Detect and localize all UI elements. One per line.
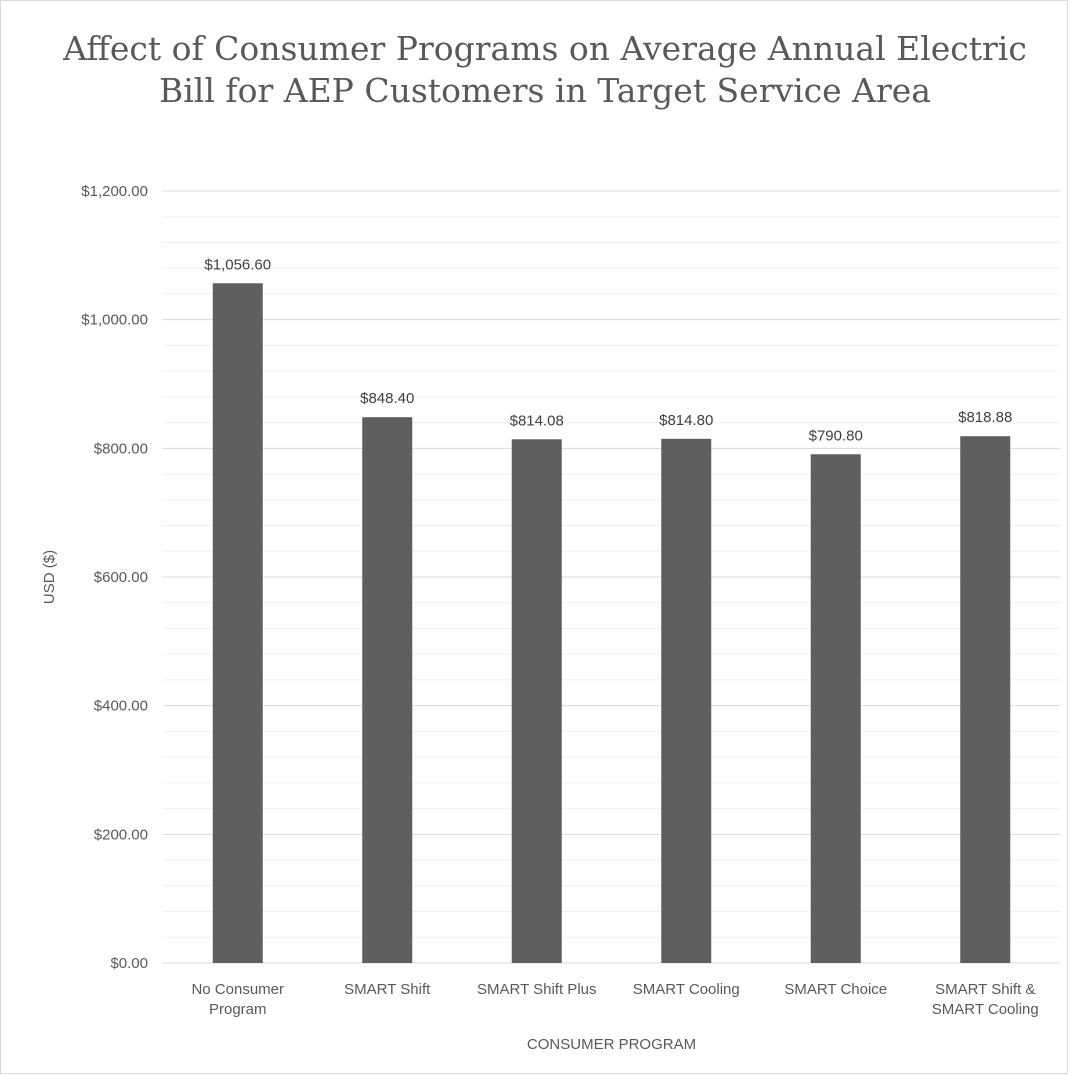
category-label: SMART Shift Plus	[477, 981, 597, 998]
data-label: $848.40	[360, 390, 414, 407]
y-tick-label: $600.00	[94, 569, 148, 586]
chart-title: Affect of Consumer Programs on Average A…	[63, 29, 1027, 110]
bar	[810, 454, 861, 963]
bar	[362, 417, 413, 963]
category-label: No Consumer Program	[191, 981, 284, 1018]
data-label: $814.08	[510, 412, 564, 429]
category-labels: No Consumer Program SMART Shift SMART Shift…	[191, 981, 1038, 1018]
category-label: SMART Shift	[344, 981, 431, 998]
y-tick-label: $1,200.00	[81, 183, 148, 200]
category-label: SMART Shift & SMART Cooling	[932, 981, 1039, 1018]
bar	[661, 438, 712, 963]
bars	[212, 283, 1011, 963]
bar	[511, 439, 562, 963]
y-axis-label: USD ($)	[41, 550, 58, 604]
category-label: SMART Cooling	[633, 981, 740, 998]
y-tick-label: $800.00	[94, 440, 148, 457]
y-tick-labels: $0.00 $200.00 $400.00 $600.00 $800.00 $1,000.…	[81, 183, 148, 972]
y-tick-label: $200.00	[94, 826, 148, 843]
bar	[960, 436, 1011, 963]
data-label: $818.88	[958, 409, 1012, 426]
category-label: SMART Choice	[784, 981, 887, 998]
gridlines	[163, 190, 1060, 964]
x-axis-label: CONSUMER PROGRAM	[527, 1036, 696, 1053]
data-labels: $1,056.60 $848.40 $814.08 $814.80 $790.80 $81…	[204, 256, 1012, 444]
bar	[212, 283, 263, 963]
y-tick-label: $0.00	[110, 955, 148, 972]
data-label: $1,056.60	[204, 256, 271, 273]
y-tick-label: $1,000.00	[81, 312, 148, 329]
y-tick-label: $400.00	[94, 698, 148, 715]
data-label: $814.80	[659, 412, 713, 429]
data-label: $790.80	[809, 427, 863, 444]
